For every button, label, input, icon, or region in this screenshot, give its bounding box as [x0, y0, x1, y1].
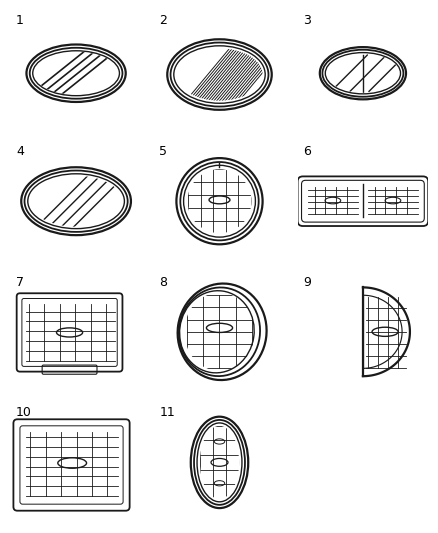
Text: 5: 5 — [159, 145, 167, 158]
Text: 3: 3 — [302, 14, 310, 28]
Ellipse shape — [176, 49, 262, 101]
Ellipse shape — [187, 169, 251, 233]
Text: 6: 6 — [302, 145, 310, 158]
Text: 2: 2 — [159, 14, 167, 28]
Text: 4: 4 — [16, 145, 24, 158]
Text: 8: 8 — [159, 276, 167, 289]
Text: 7: 7 — [16, 276, 24, 289]
Ellipse shape — [34, 52, 118, 95]
Text: 11: 11 — [159, 406, 175, 419]
Ellipse shape — [325, 54, 399, 93]
Ellipse shape — [184, 293, 254, 371]
Text: 1: 1 — [16, 14, 24, 28]
Ellipse shape — [30, 176, 122, 227]
Ellipse shape — [199, 426, 239, 499]
Text: 10: 10 — [16, 406, 32, 419]
Text: 9: 9 — [302, 276, 310, 289]
